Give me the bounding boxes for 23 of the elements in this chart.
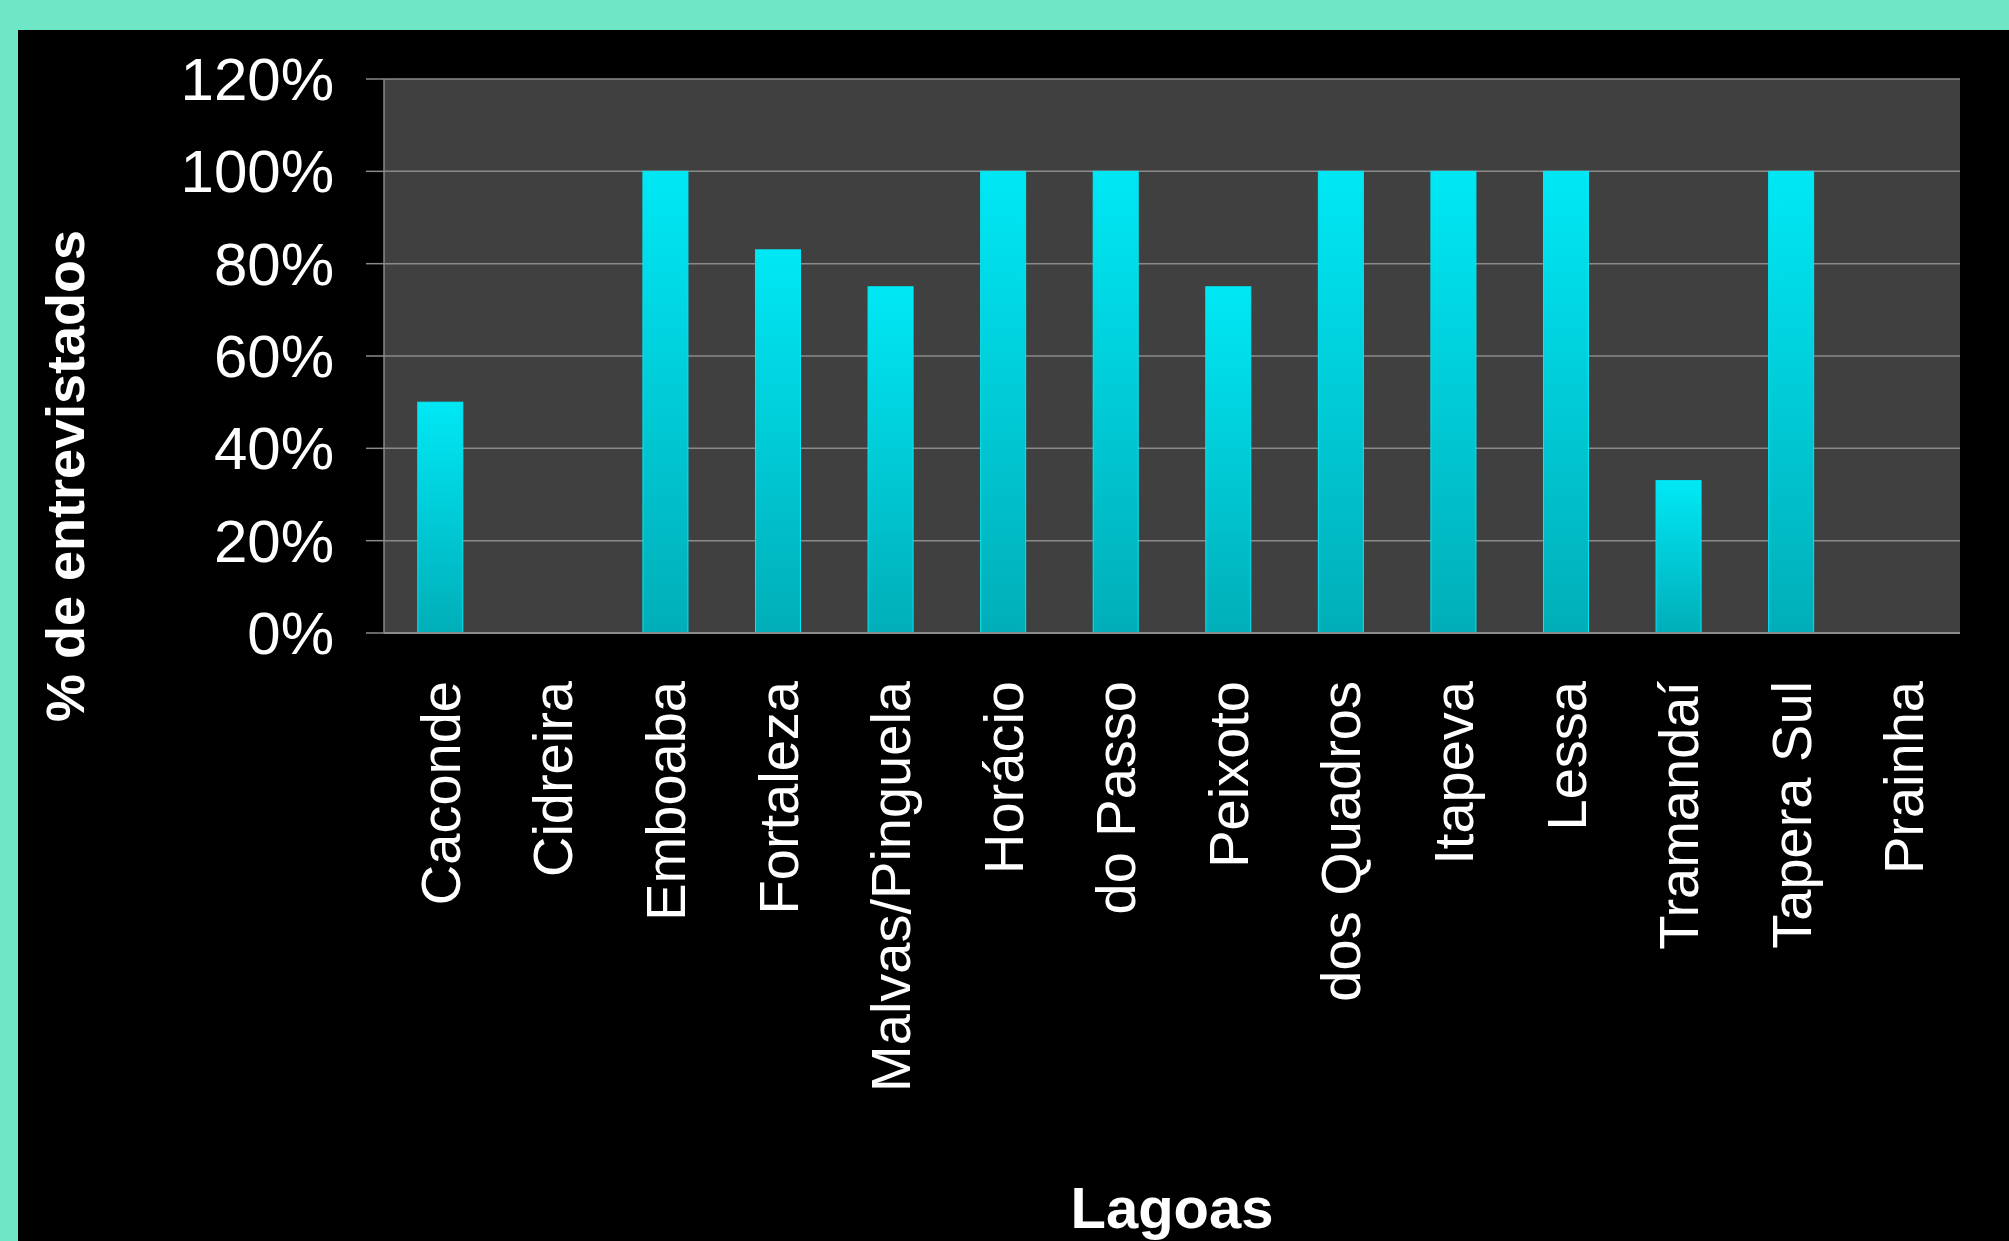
x-tick-label: Lessa [1534, 680, 1598, 831]
x-tick-label: do Passo [1084, 681, 1148, 915]
x-tick-label: Tramandaí [1647, 680, 1711, 950]
y-tick-label: 40% [213, 415, 334, 483]
y-tick-label: 0% [247, 600, 334, 667]
x-tick-label: Tapera Sul [1759, 681, 1823, 949]
x-tick-label: dos Quadros [1309, 681, 1373, 1002]
y-tick-label: 100% [180, 138, 334, 206]
x-tick-label: Cidreira [521, 680, 585, 878]
y-axis-title: % de entrevistados [34, 229, 95, 723]
x-tick-label: Malvas/Pinguela [859, 680, 923, 1092]
y-tick-label: 20% [213, 507, 334, 575]
x-tick-label: Prainha [1872, 680, 1936, 875]
x-tick-label: Peixoto [1196, 681, 1260, 868]
x-tick-label: Horácio [971, 681, 1035, 874]
x-tick-label: Itapeva [1422, 680, 1486, 865]
x-axis-title: Lagoas [1070, 1175, 1274, 1240]
x-tick-label: Emboaba [634, 680, 698, 921]
x-tick-label: Caconde [408, 681, 472, 906]
y-tick-label: 120% [180, 46, 334, 113]
y-tick-label: 80% [213, 230, 334, 298]
y-tick-label: 60% [213, 323, 334, 390]
x-tick-label: Fortaleza [746, 680, 810, 915]
